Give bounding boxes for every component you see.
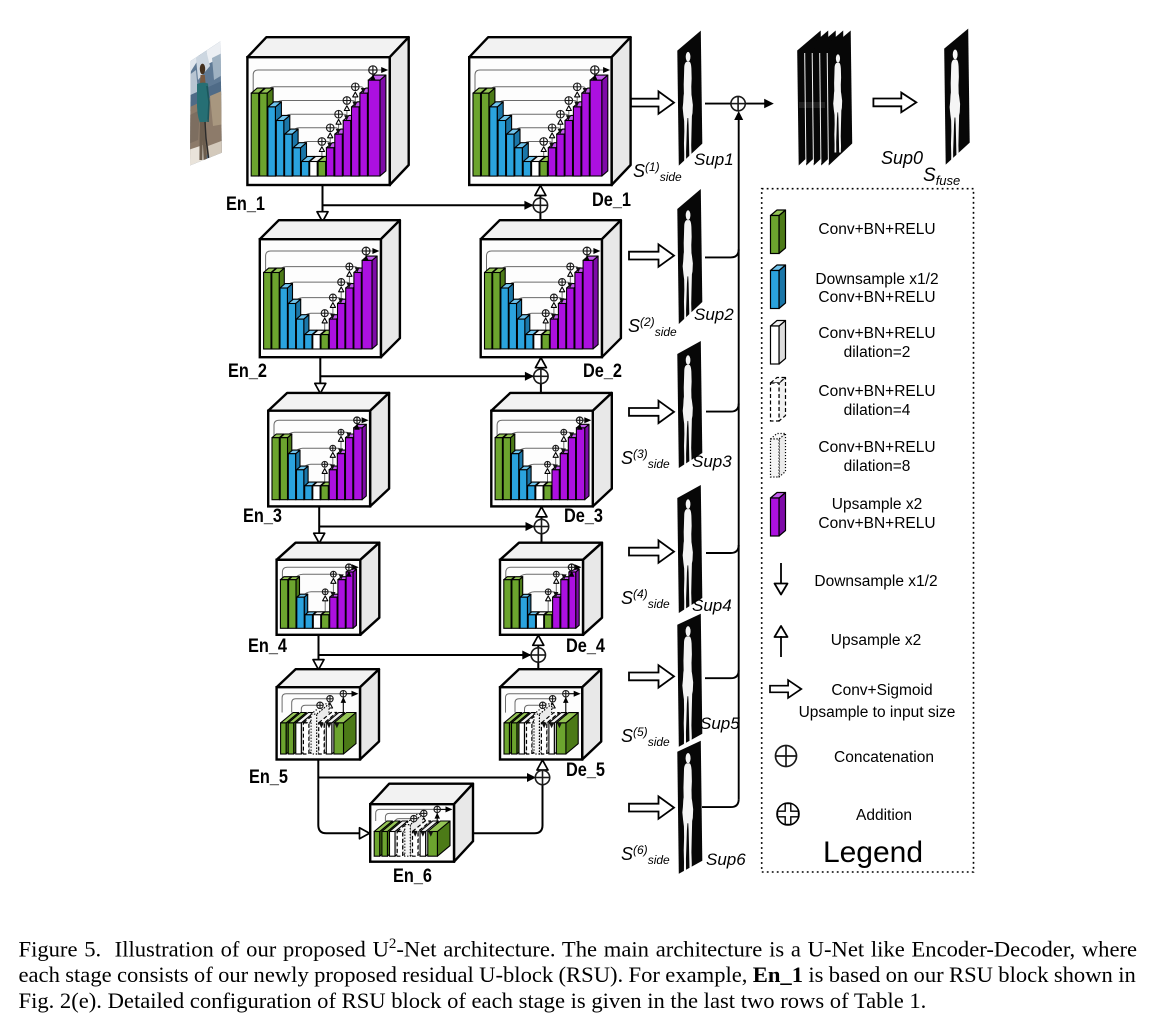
- svg-text:En_2: En_2: [228, 361, 267, 382]
- svg-text:Conv+BN+RELU: Conv+BN+RELU: [818, 289, 935, 306]
- svg-text:En_6: En_6: [393, 866, 432, 887]
- svg-text:Conv+BN+RELU: Conv+BN+RELU: [818, 383, 935, 400]
- svg-text:De_2: De_2: [583, 361, 622, 382]
- svg-text:Conv+Sigmoid: Conv+Sigmoid: [831, 682, 932, 699]
- svg-text:Sup6: Sup6: [706, 850, 746, 869]
- svg-text:En_3: En_3: [243, 506, 282, 527]
- svg-text:Sup1: Sup1: [694, 150, 734, 169]
- svg-text:Downsample x1/2: Downsample x1/2: [815, 271, 938, 288]
- svg-text:Sup5: Sup5: [700, 714, 740, 733]
- svg-text:Sup4: Sup4: [692, 596, 732, 615]
- svg-text:Upsample x2: Upsample x2: [832, 496, 922, 513]
- svg-text:De_5: De_5: [566, 760, 605, 781]
- svg-text:En_5: En_5: [249, 767, 288, 788]
- svg-text:Upsample to input size: Upsample to input size: [799, 704, 956, 721]
- svg-text:dilation=2: dilation=2: [844, 344, 911, 361]
- svg-text:Sup0: Sup0: [881, 148, 923, 168]
- svg-text:De_3: De_3: [564, 506, 603, 527]
- svg-text:Downsample x1/2: Downsample x1/2: [814, 573, 937, 590]
- svg-text:Sup3: Sup3: [692, 452, 732, 471]
- svg-text:Legend: Legend: [823, 836, 923, 869]
- svg-text:Conv+BN+RELU: Conv+BN+RELU: [818, 515, 935, 532]
- svg-text:En_1: En_1: [226, 194, 265, 215]
- svg-text:De_1: De_1: [592, 190, 631, 211]
- svg-text:En_4: En_4: [248, 636, 287, 657]
- svg-text:Conv+BN+RELU: Conv+BN+RELU: [818, 439, 935, 456]
- svg-text:De_4: De_4: [566, 636, 605, 657]
- svg-text:Concatenation: Concatenation: [834, 749, 934, 766]
- svg-text:Addition: Addition: [856, 807, 912, 824]
- svg-text:Conv+BN+RELU: Conv+BN+RELU: [818, 325, 935, 342]
- svg-text:Conv+BN+RELU: Conv+BN+RELU: [818, 221, 935, 238]
- svg-text:Upsample x2: Upsample x2: [831, 632, 921, 649]
- svg-text:Sup2: Sup2: [694, 305, 734, 324]
- svg-text:dilation=8: dilation=8: [844, 458, 911, 475]
- svg-text:dilation=4: dilation=4: [844, 402, 911, 419]
